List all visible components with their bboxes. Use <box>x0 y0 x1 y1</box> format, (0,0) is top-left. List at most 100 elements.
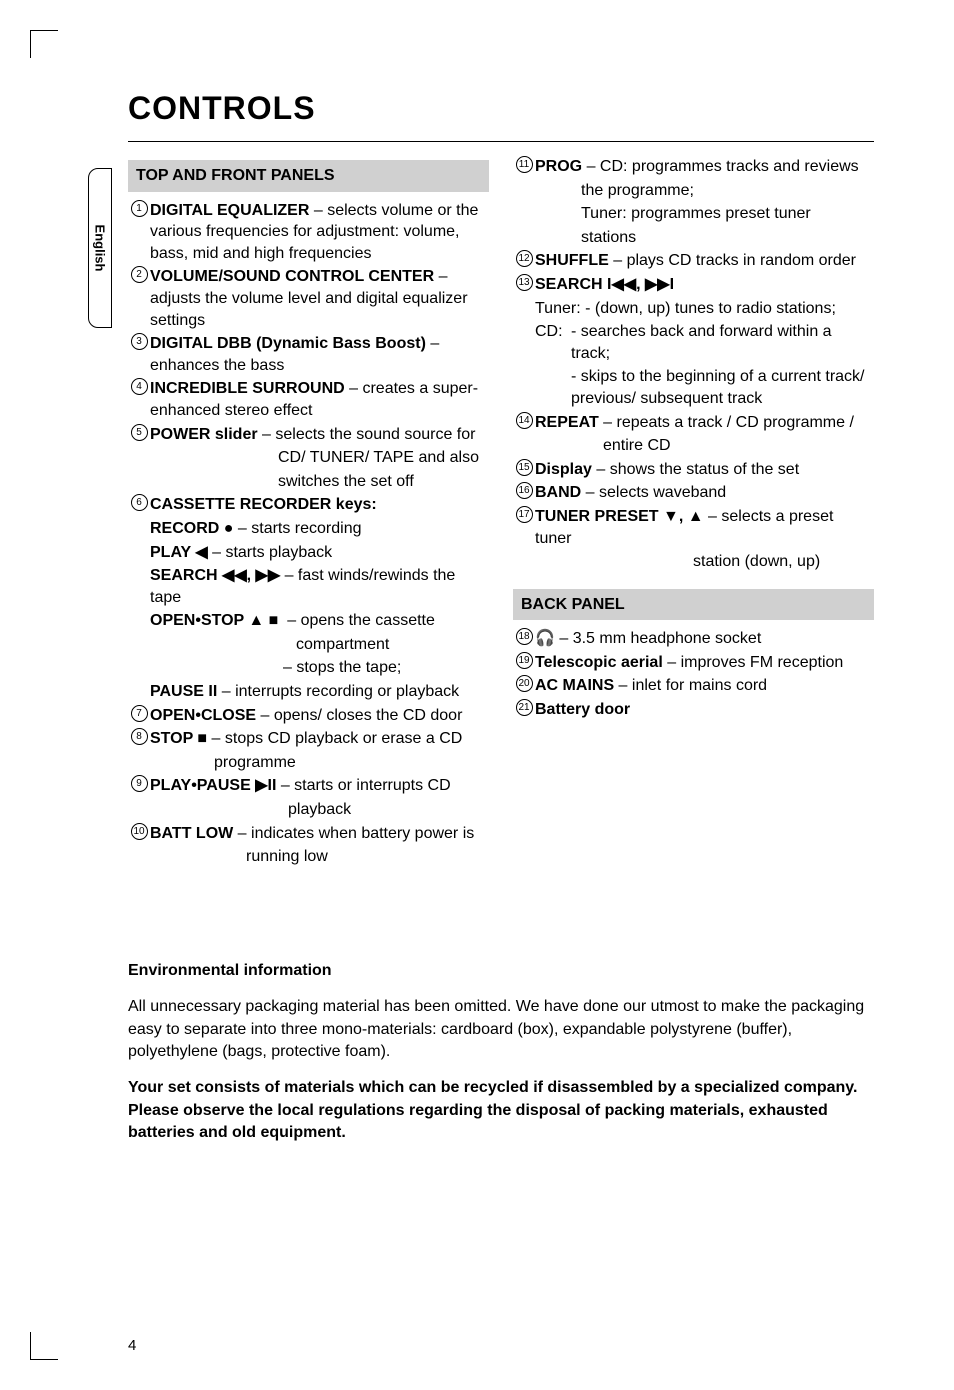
crop-mark-icon <box>30 30 58 58</box>
item-desc-cont: - skips to the beginning of a current tr… <box>513 366 874 409</box>
crop-mark-icon <box>30 1332 58 1360</box>
item-desc-cont: CD/ TUNER/ TAPE and also <box>128 447 489 469</box>
item-label: BATT LOW <box>150 825 233 842</box>
item-desc: – indicates when battery power is <box>233 825 474 842</box>
item-label: Display <box>535 461 592 478</box>
item-label: Telescopic aerial <box>535 654 663 671</box>
item-label: SHUFFLE <box>535 252 609 269</box>
sub-item: RECORD ● – starts recording <box>128 518 489 540</box>
list-item: 20AC MAINS – inlet for mains cord <box>513 675 874 697</box>
sub-item: OPEN•STOP ▲ ■ – opens the cassette <box>128 610 489 632</box>
item-desc: – inlet for mains cord <box>614 677 767 694</box>
item-number-icon: 20 <box>513 675 535 692</box>
item-label: SEARCH I◀◀, ▶▶I <box>535 276 674 293</box>
list-item: 14REPEAT – repeats a track / CD programm… <box>513 412 874 434</box>
key-desc-cont: – stops the tape; <box>128 657 489 679</box>
item-number-icon: 9 <box>128 775 150 792</box>
left-column: TOP AND FRONT PANELS 1DIGITAL EQUALIZER … <box>128 156 489 870</box>
env-heading: Environmental information <box>128 960 874 982</box>
list-item: 7OPEN•CLOSE – opens/ closes the CD door <box>128 705 489 727</box>
cd-prefix: CD: <box>535 321 571 364</box>
item-desc-cont: station (down, up) <box>513 551 874 573</box>
item-number-icon: 21 <box>513 699 535 716</box>
item-label: CASSETTE RECORDER keys: <box>150 496 377 513</box>
list-item: 4INCREDIBLE SURROUND – creates a super-e… <box>128 378 489 421</box>
item-label: STOP ■ <box>150 730 207 747</box>
item-desc-cont: CD:- searches back and forward within a … <box>513 321 874 364</box>
item-label: REPEAT <box>535 414 599 431</box>
key-label: SEARCH ◀◀, ▶▶ <box>150 567 280 584</box>
item-number-icon: 19 <box>513 652 535 669</box>
item-number-icon: 17 <box>513 506 535 523</box>
list-item: 9PLAY•PAUSE ▶II – starts or interrupts C… <box>128 775 489 797</box>
item-number-icon: 1 <box>128 200 150 217</box>
page-title: CONTROLS <box>128 90 874 127</box>
list-item: 10BATT LOW – indicates when battery powe… <box>128 823 489 845</box>
list-item: 16BAND – selects waveband <box>513 482 874 504</box>
item-desc-cont: playback <box>128 799 489 821</box>
item-desc: – plays CD tracks in random order <box>609 252 856 269</box>
item-desc: – improves FM reception <box>663 654 844 671</box>
item-number-icon: 7 <box>128 705 150 722</box>
list-item: 13SEARCH I◀◀, ▶▶I <box>513 274 874 296</box>
key-label: PLAY ◀ <box>150 544 208 561</box>
list-item: 6CASSETTE RECORDER keys: <box>128 494 489 516</box>
item-desc: – shows the status of the set <box>592 461 799 478</box>
right-column: 11PROG – CD: programmes tracks and revie… <box>513 156 874 870</box>
sub-item: SEARCH ◀◀, ▶▶ – fast winds/rewinds the t… <box>128 565 489 608</box>
item-number-icon: 8 <box>128 728 150 745</box>
item-desc: – stops CD playback or erase a CD <box>207 730 462 747</box>
key-desc: – starts recording <box>233 520 361 537</box>
sub-item: PAUSE II – interrupts recording or playb… <box>128 681 489 703</box>
item-desc-cont: stations <box>513 227 874 249</box>
key-desc-cont: compartment <box>128 634 489 656</box>
env-para-bold: Your set consists of materials which can… <box>128 1077 874 1144</box>
list-item: 15Display – shows the status of the set <box>513 459 874 481</box>
key-label: PAUSE II <box>150 683 217 700</box>
list-item: 19Telescopic aerial – improves FM recept… <box>513 652 874 674</box>
item-desc: – starts or interrupts CD <box>276 777 450 794</box>
headphone-icon: 🎧 <box>535 630 555 647</box>
item-number-icon: 15 <box>513 459 535 476</box>
item-label: DIGITAL EQUALIZER <box>150 202 309 219</box>
key-desc: – opens the cassette <box>287 612 435 629</box>
content-columns: TOP AND FRONT PANELS 1DIGITAL EQUALIZER … <box>128 156 874 870</box>
key-desc: – starts playback <box>208 544 333 561</box>
item-number-icon: 12 <box>513 250 535 267</box>
item-desc: – selects the sound source for <box>258 426 476 443</box>
item-label: INCREDIBLE SURROUND <box>150 380 345 397</box>
list-item: 8STOP ■ – stops CD playback or erase a C… <box>128 728 489 750</box>
key-label: OPEN•STOP ▲ ■ <box>150 612 278 629</box>
item-label: Battery door <box>535 701 630 718</box>
item-desc-cont: switches the set off <box>128 471 489 493</box>
list-item: 21Battery door <box>513 699 874 721</box>
item-number-icon: 14 <box>513 412 535 429</box>
key-desc: – interrupts recording or playback <box>217 683 459 700</box>
item-number-icon: 13 <box>513 274 535 291</box>
item-number-icon: 16 <box>513 482 535 499</box>
page-number: 4 <box>128 1337 136 1354</box>
item-number-icon: 4 <box>128 378 150 395</box>
item-number-icon: 2 <box>128 266 150 283</box>
sub-item: PLAY ◀ – starts playback <box>128 542 489 564</box>
item-desc-cont: Tuner: programmes preset tuner <box>513 203 874 225</box>
page: English CONTROLS TOP AND FRONT PANELS 1D… <box>0 0 954 1390</box>
item-desc: – CD: programmes tracks and reviews <box>582 158 859 175</box>
item-number-icon: 3 <box>128 333 150 350</box>
list-item: 5POWER slider – selects the sound source… <box>128 424 489 446</box>
item-desc-cont: running low <box>128 846 489 868</box>
language-tab: English <box>88 168 112 328</box>
item-label: POWER slider <box>150 426 258 443</box>
cd-line: - searches back and forward within a tra… <box>571 321 874 364</box>
list-item: 17TUNER PRESET ▼, ▲ – selects a preset t… <box>513 506 874 549</box>
item-desc: – opens/ closes the CD door <box>256 707 462 724</box>
item-label: BAND <box>535 484 581 501</box>
item-desc-cont: Tuner: - (down, up) tunes to radio stati… <box>513 298 874 320</box>
language-label: English <box>93 225 108 272</box>
item-number-icon: 5 <box>128 424 150 441</box>
section-heading-top-front: TOP AND FRONT PANELS <box>128 160 489 192</box>
item-number-icon: 6 <box>128 494 150 511</box>
item-desc-cont: entire CD <box>513 435 874 457</box>
item-label: OPEN•CLOSE <box>150 707 256 724</box>
item-number-icon: 18 <box>513 628 535 645</box>
